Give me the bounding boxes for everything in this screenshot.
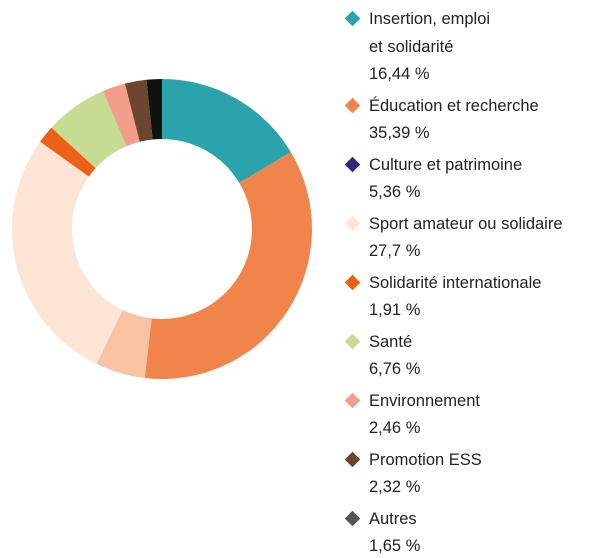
- legend-marker: [344, 156, 361, 172]
- donut-segment: [51, 91, 127, 169]
- legend-label: Autres: [369, 509, 417, 528]
- donut-segment: [40, 127, 96, 177]
- legend-label: Solidarité internationale: [369, 273, 542, 292]
- legend-marker: [344, 333, 361, 349]
- legend-entry: Solidarité internationale 1,91 %: [344, 270, 563, 325]
- legend-value: 5,36 %: [369, 183, 421, 201]
- legend-label: Environnement: [369, 391, 480, 410]
- legend-label: Éducation et recherche: [369, 96, 539, 115]
- legend-marker: [344, 392, 361, 408]
- legend-value: 16,44 %: [369, 65, 430, 83]
- legend-label: Promotion ESS: [369, 450, 482, 469]
- legend-value: 6,76 %: [369, 360, 421, 378]
- donut-segment: [124, 79, 153, 142]
- legend-entry: Autres 1,65 %: [344, 506, 563, 558]
- legend-entry: Culture et patrimoine 5,36 %: [344, 152, 563, 207]
- donut-segment: [96, 309, 152, 379]
- donut-segment: [146, 79, 162, 140]
- legend-marker: [344, 451, 361, 467]
- donut-segment: [103, 83, 140, 147]
- legend-entry: Santé 6,76 %: [344, 329, 563, 384]
- legend-value: 1,65 %: [369, 537, 421, 555]
- legend-value: 2,32 %: [369, 478, 421, 496]
- legend-entry: Environnement 2,46 %: [344, 388, 563, 443]
- legend: Insertion, emploi et solidarité 16,44 % Éd…: [344, 6, 563, 558]
- legend-value: 1,91 %: [369, 301, 421, 319]
- legend-entry: Promotion ESS 2,32 %: [344, 447, 563, 502]
- legend-label: Sport amateur ou solidaire: [369, 214, 563, 233]
- legend-label: Santé: [369, 332, 413, 351]
- legend-entry: Éducation et recherche 35,39 %: [344, 93, 563, 148]
- legend-marker: [344, 10, 361, 27]
- donut: [12, 79, 312, 379]
- legend-marker: [344, 510, 361, 526]
- donut-segment: [144, 152, 312, 379]
- legend-marker: [344, 274, 361, 290]
- legend-value: 27,7 %: [369, 242, 421, 260]
- donut-segment: [162, 79, 291, 183]
- legend-entry: Sport amateur ou solidaire 27,7 %: [344, 211, 563, 266]
- legend-value: 35,39 %: [369, 124, 430, 142]
- legend-label: Insertion, emploi et solidarité: [369, 10, 491, 56]
- legend-entry: Insertion, emploi et solidarité 16,44 %: [344, 6, 563, 89]
- donut-segment: [12, 141, 123, 364]
- legend-marker: [344, 215, 361, 231]
- legend-value: 2,46 %: [369, 419, 421, 437]
- legend-marker: [344, 97, 361, 113]
- legend-label: Culture et patrimoine: [369, 155, 523, 174]
